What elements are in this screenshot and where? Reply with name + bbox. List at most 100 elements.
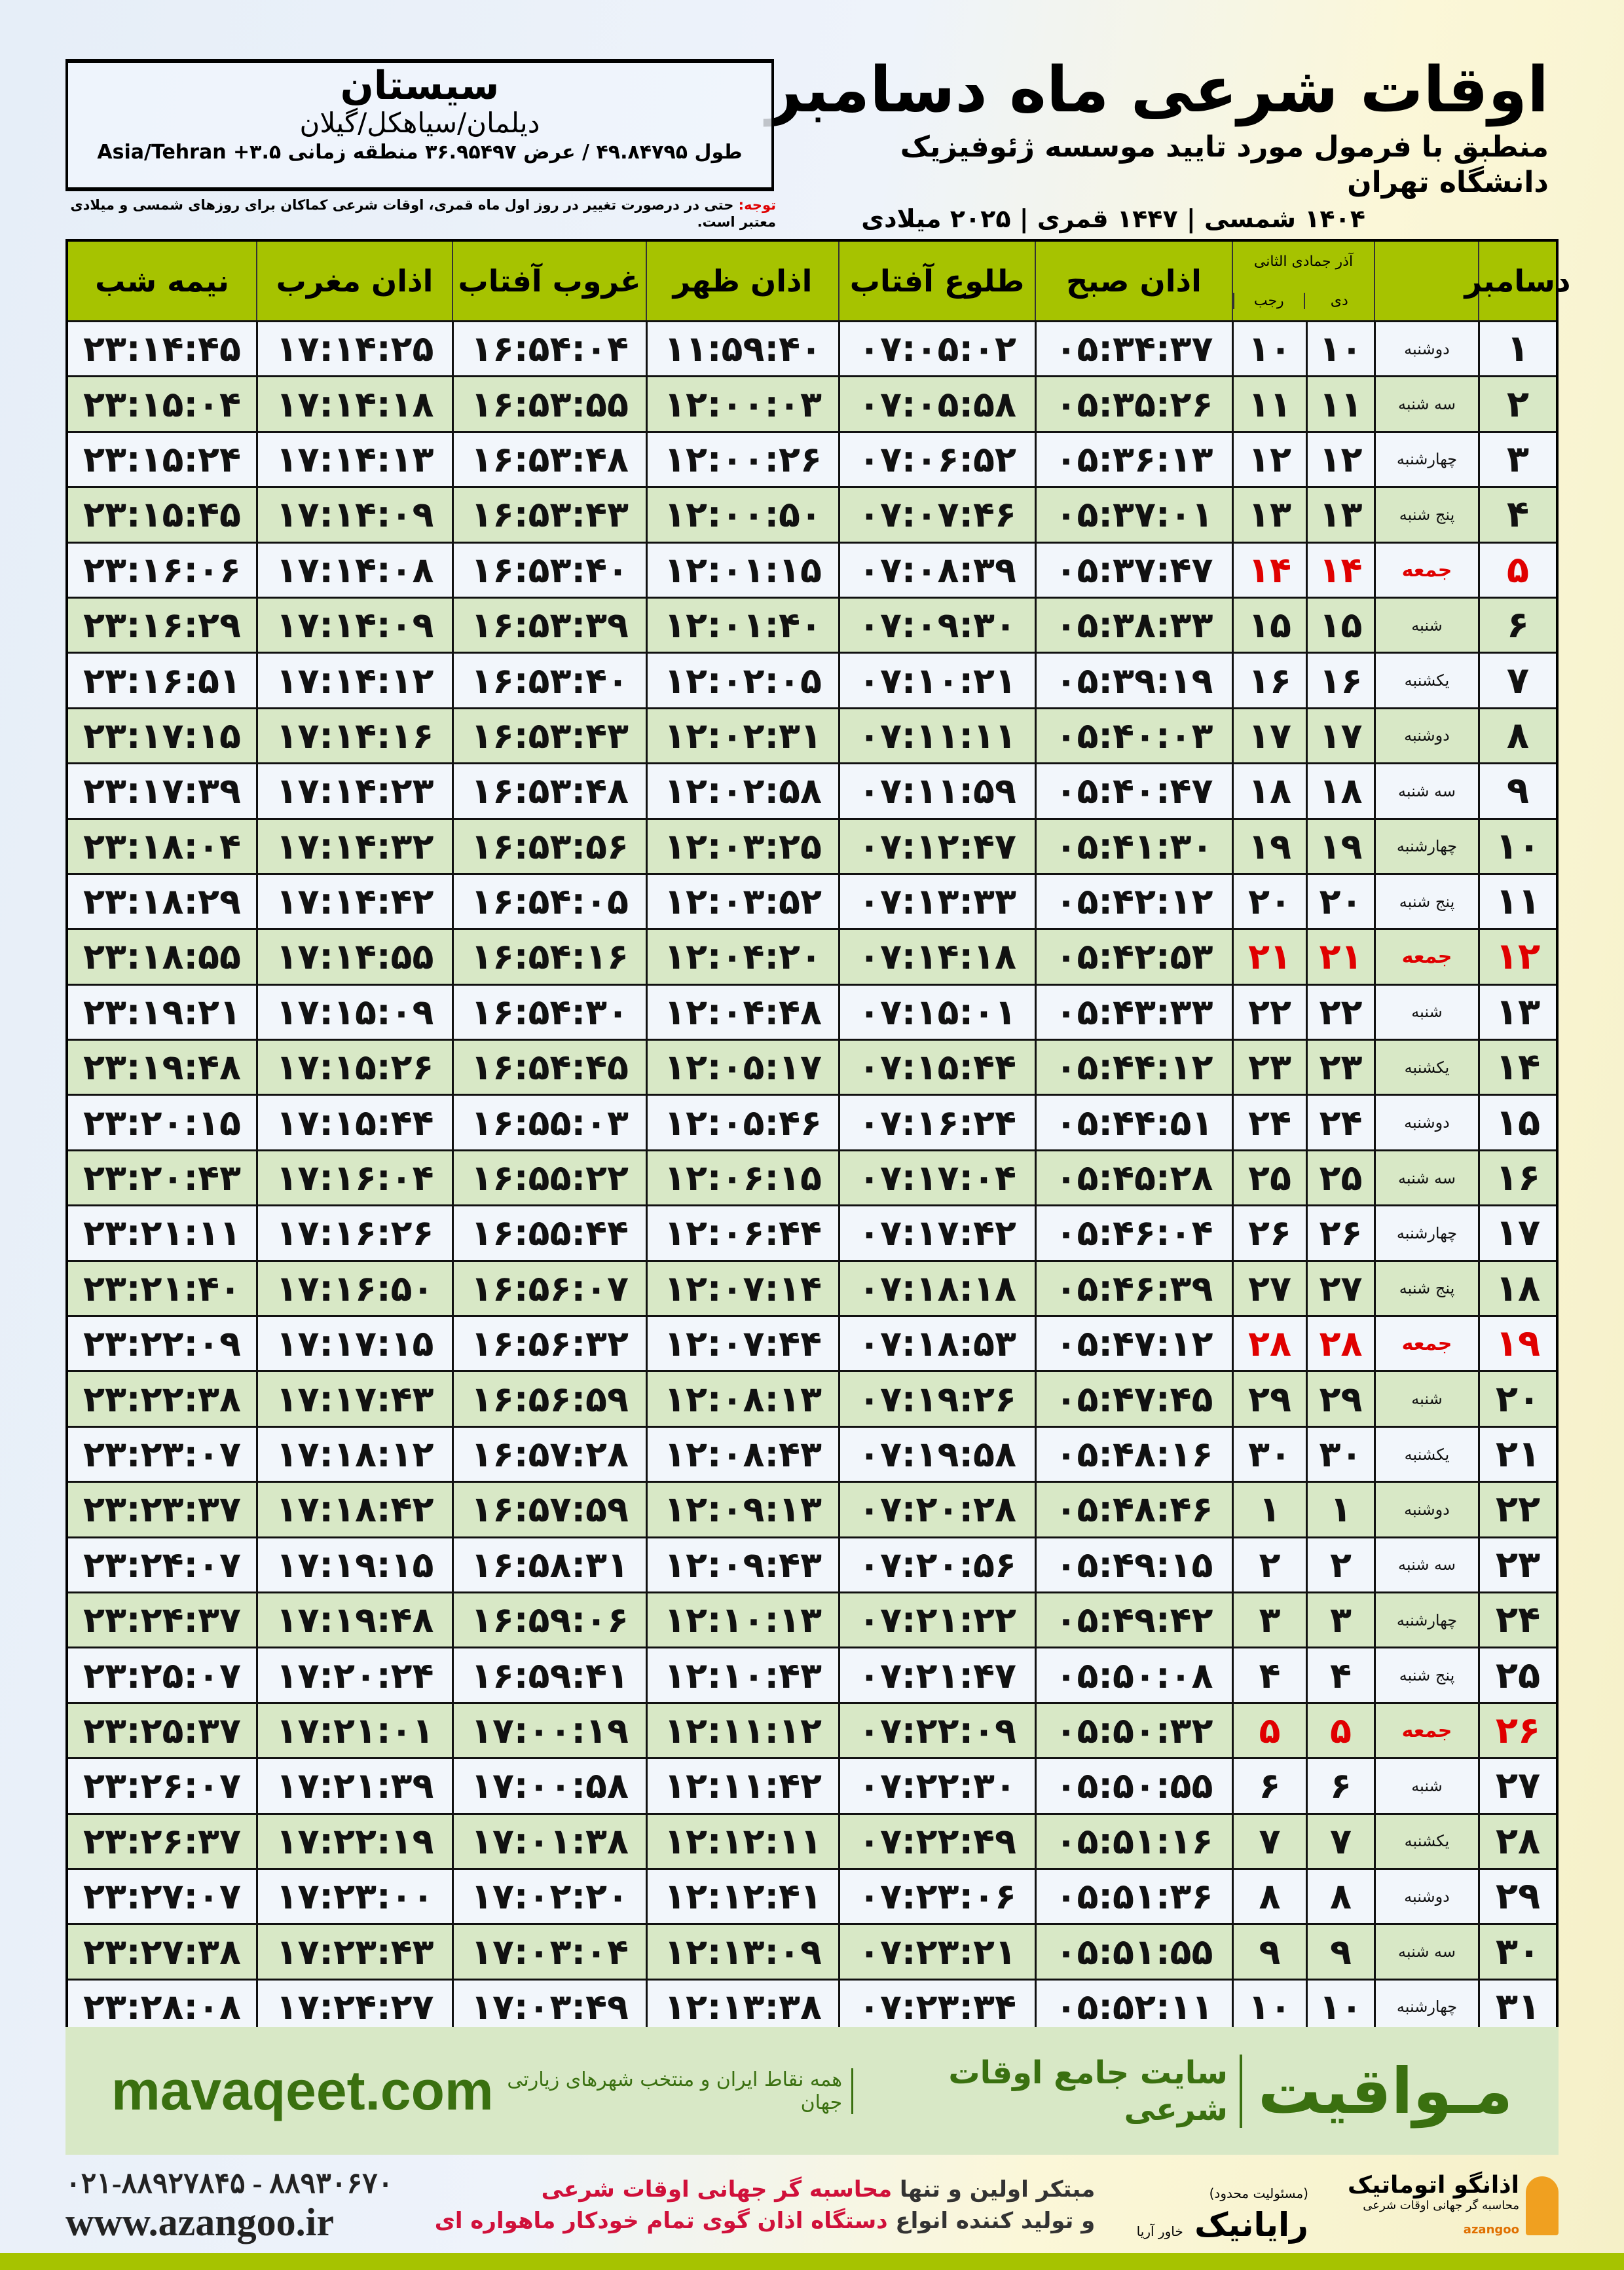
cell-midnight: ۲۳:۱۵:۴۵ <box>83 494 241 536</box>
cell-maghrib: ۱۷:۱۷:۴۳ <box>256 1372 452 1426</box>
cell-midnight: ۲۳:۱۵:۲۴ <box>83 438 241 480</box>
cell-fajr: ۰۵:۳۵:۲۶ <box>1035 377 1232 431</box>
cell-weekday: پنج شنبه <box>1374 1261 1478 1316</box>
cell-dhuhr: ۱۲:۱۱:۱۲ <box>646 1703 838 1758</box>
cell-maghrib: ۱۷:۱۴:۳۲ <box>256 819 452 873</box>
cell-weekday: شنبه <box>1374 598 1478 652</box>
cell-maghrib: ۱۷:۱۹:۴۸ <box>256 1593 452 1647</box>
cell-fajr: ۰۵:۳۸:۳۳ <box>1035 598 1232 652</box>
cell-dhuhr: ۱۲:۰۶:۱۵ <box>646 1151 838 1205</box>
notice: توجه: حتی در درصورت تغییر در روز اول ماه… <box>65 196 776 231</box>
cell-midnight: ۲۳:۲۲:۰۹ <box>83 1323 241 1365</box>
cell-maghrib: ۱۷:۲۲:۱۹ <box>256 1814 452 1868</box>
cell-dey: ۲۹ <box>1306 1372 1374 1426</box>
cell-maghrib: ۱۷:۱۸:۴۲ <box>256 1483 452 1536</box>
table-row: ۳۰ سه شنبه ۹ ۹ ۰۵:۵۱:۵۵ ۰۷:۲۳:۲۱ ۱۲:۱۳:۰۹ ۱۷:۰۳… <box>68 1923 1556 1979</box>
cell-sunrise: ۰۷:۲۱:۲۲ <box>838 1593 1035 1647</box>
cell-fajr: ۰۵:۴۷:۴۵ <box>1035 1372 1232 1426</box>
site-link[interactable]: mavaqeet.com <box>111 2060 494 2121</box>
cell-maghrib: ۱۷:۱۵:۴۴ <box>256 1096 452 1149</box>
cell-sunrise: ۰۷:۱۴:۱۸ <box>838 930 1035 984</box>
cell-day: ۳ <box>1478 432 1556 487</box>
cell-sunrise: ۰۷:۲۱:۴۷ <box>838 1648 1035 1702</box>
cell-day: ۶ <box>1478 598 1556 652</box>
cell-sunset: ۱۷:۰۲:۲۰ <box>452 1869 646 1924</box>
cell-dey: ۵ <box>1306 1703 1374 1758</box>
cell-rajab: ۷ <box>1232 1814 1306 1868</box>
dome-icon <box>1526 2176 1559 2235</box>
cell-sunrise: ۰۷:۲۲:۰۹ <box>838 1703 1035 1758</box>
cell-weekday: پنج شنبه <box>1374 1648 1478 1702</box>
cell-maghrib: ۱۷:۱۷:۱۵ <box>256 1317 452 1371</box>
cell-dhuhr: ۱۲:۰۳:۵۲ <box>646 874 838 929</box>
cell-weekday: شنبه <box>1374 1372 1478 1426</box>
cell-rajab: ۶ <box>1232 1759 1306 1813</box>
mavaqeet-banner: مـواقیت سایت جامع اوقات شرعی همه نقاط ای… <box>65 2027 1559 2155</box>
cell-weekday: پنج شنبه <box>1374 488 1478 542</box>
cell-maghrib: ۱۷:۱۴:۱۶ <box>256 709 452 763</box>
cell-midnight: ۲۳:۱۷:۱۵ <box>83 715 241 756</box>
cell-dey: ۱۹ <box>1306 819 1374 873</box>
cell-rajab: ۲۸ <box>1232 1317 1306 1371</box>
coordinates: طول ۴۹.۸۴۷۹۵ / عرض ۳۶.۹۵۴۹۷ منطقه زمانی … <box>97 141 743 164</box>
cell-day: ۹ <box>1478 764 1556 818</box>
cell-midnight: ۲۳:۲۷:۰۷ <box>83 1876 241 1918</box>
cell-sunset: ۱۶:۵۳:۴۸ <box>452 764 646 818</box>
cell-sunset: ۱۶:۵۸:۳۱ <box>452 1538 646 1591</box>
cell-day: ۱۰ <box>1478 819 1556 873</box>
cell-dey: ۱ <box>1306 1483 1374 1536</box>
cell-dhuhr: ۱۲:۱۲:۱۱ <box>646 1814 838 1868</box>
prayer-times-table: دسامبر آذر جمادی الثانی دی رجب اذان صبح … <box>65 239 1571 2037</box>
cell-fajr: ۰۵:۴۷:۱۲ <box>1035 1317 1232 1371</box>
cell-weekday: یکشنبه <box>1374 1814 1478 1868</box>
cell-weekday: سه شنبه <box>1374 377 1478 431</box>
cell-day: ۲۲ <box>1478 1483 1556 1536</box>
cell-fajr: ۰۵:۴۶:۰۴ <box>1035 1206 1232 1260</box>
cell-rajab: ۲۷ <box>1232 1261 1306 1316</box>
cell-day: ۳۱ <box>1478 1980 1556 2034</box>
cell-day: ۱۲ <box>1478 930 1556 984</box>
cell-midnight: ۲۳:۲۰:۱۵ <box>83 1102 241 1144</box>
cell-dey: ۲۰ <box>1306 874 1374 929</box>
cell-maghrib: ۱۷:۱۴:۱۸ <box>256 377 452 431</box>
cell-maghrib: ۱۷:۲۴:۲۷ <box>256 1980 452 2034</box>
cell-sunrise: ۰۷:۱۵:۴۴ <box>838 1041 1035 1094</box>
cell-weekday: دوشنبه <box>1374 1096 1478 1149</box>
cell-rajab: ۳۰ <box>1232 1427 1306 1481</box>
cell-day: ۱۱ <box>1478 874 1556 929</box>
table-header: دسامبر آذر جمادی الثانی دی رجب اذان صبح … <box>68 242 1571 320</box>
cell-dey: ۱۸ <box>1306 764 1374 818</box>
cell-fajr: ۰۵:۳۹:۱۹ <box>1035 654 1232 707</box>
cell-fajr: ۰۵:۴۲:۵۳ <box>1035 930 1232 984</box>
cell-dhuhr: ۱۲:۰۷:۴۴ <box>646 1317 838 1371</box>
cell-day: ۲۰ <box>1478 1372 1556 1426</box>
cell-weekday: پنج شنبه <box>1374 874 1478 929</box>
cell-day: ۲۵ <box>1478 1648 1556 1702</box>
table-row: ۵ جمعه ۱۴ ۱۴ ۰۵:۳۷:۴۷ ۰۷:۰۸:۳۹ ۱۲:۰۱:۱۵ ۱۶:۵۳:۴… <box>68 541 1556 597</box>
header-hijri: آذر جمادی الثانی دی رجب <box>1232 242 1374 320</box>
cell-sunrise: ۰۷:۱۵:۰۱ <box>838 985 1035 1039</box>
logo2-name: رایانیک <box>1194 2205 1308 2244</box>
cell-sunrise: ۰۷:۱۹:۲۶ <box>838 1372 1035 1426</box>
cell-maghrib: ۱۷:۱۵:۰۹ <box>256 985 452 1039</box>
cell-sunset: ۱۶:۵۳:۴۳ <box>452 488 646 542</box>
cell-sunrise: ۰۷:۰۸:۳۹ <box>838 543 1035 597</box>
logo2-note: (مسئولیت محدود) <box>1209 2185 1308 2201</box>
cell-fajr: ۰۵:۴۰:۴۷ <box>1035 764 1232 818</box>
notice-label: توجه: <box>738 197 776 213</box>
table-row: ۳۱ چهارشنبه ۱۰ ۱۰ ۰۵:۵۲:۱۱ ۰۷:۲۳:۳۴ ۱۲:۱۳:۳۸ ۱۷… <box>68 1978 1556 2034</box>
cell-sunrise: ۰۷:۲۳:۲۱ <box>838 1925 1035 1979</box>
cell-fajr: ۰۵:۴۹:۱۵ <box>1035 1538 1232 1591</box>
cell-maghrib: ۱۷:۱۴:۲۵ <box>256 322 452 376</box>
azangoo-website[interactable]: www.azangoo.ir <box>65 2200 334 2244</box>
azangoo-logo: اذانگو اتوماتیک محاسبه گر جهانی اوقات شرع… <box>1348 2172 1559 2239</box>
cell-rajab: ۱۲ <box>1232 432 1306 487</box>
cell-maghrib: ۱۷:۲۳:۰۰ <box>256 1869 452 1924</box>
promo-text: مبتکر اولین و تنها محاسبه گر جهانی اوقات… <box>435 2174 1096 2237</box>
cell-midnight: ۲۳:۱۸:۰۴ <box>83 825 241 867</box>
cell-dey: ۲۷ <box>1306 1261 1374 1316</box>
cell-day: ۷ <box>1478 654 1556 707</box>
table-row: ۱۷ چهارشنبه ۲۶ ۲۶ ۰۵:۴۶:۰۴ ۰۷:۱۷:۴۲ ۱۲:۰۶:۴۴ ۱۶… <box>68 1204 1556 1260</box>
cell-dey: ۱۵ <box>1306 598 1374 652</box>
cell-dhuhr: ۱۲:۰۸:۴۳ <box>646 1427 838 1481</box>
